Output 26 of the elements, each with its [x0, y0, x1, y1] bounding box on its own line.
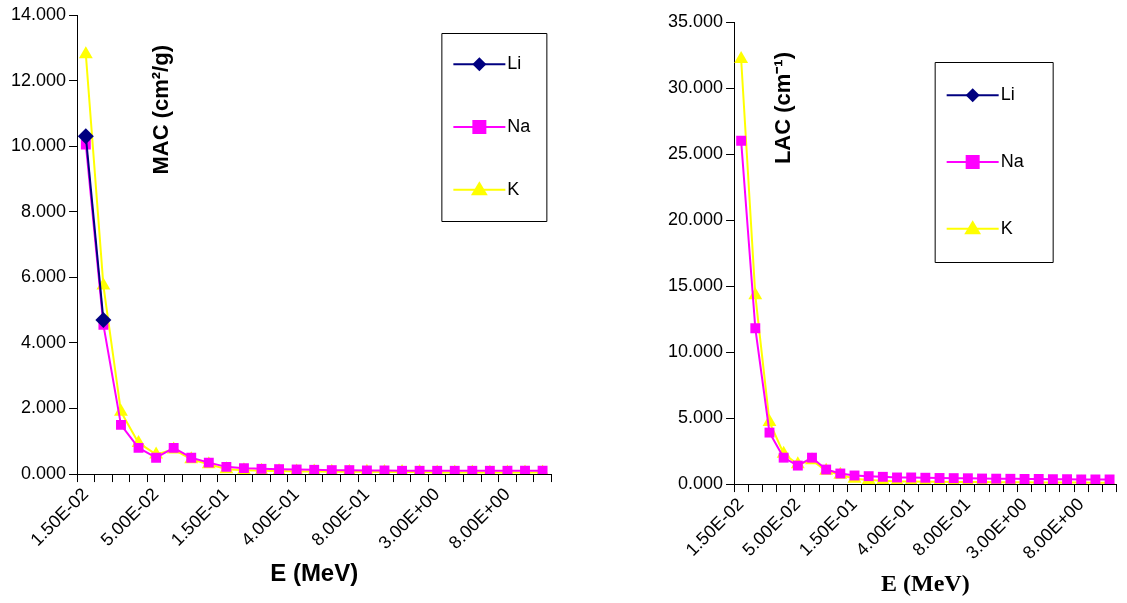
y-axis-title: LAC (cm⁻¹) — [770, 52, 796, 165]
y-tick-label: 10.000 — [10, 135, 67, 156]
y-tick-label: 20.000 — [667, 209, 724, 229]
legend-label: Li — [507, 53, 522, 74]
y-tick-label: 5.000 — [678, 407, 724, 428]
y-tick-label: 12.000 — [10, 69, 67, 90]
y-tick-label: 2.000 — [21, 397, 67, 418]
y-tick-label: 14.000 — [10, 3, 67, 24]
legend-label: K — [1000, 217, 1013, 238]
legend-label: Na — [1000, 150, 1025, 171]
y-tick-label: 6.000 — [21, 266, 67, 287]
y-tick-label: 35.000 — [667, 10, 724, 31]
y-tick-label: 30.000 — [667, 76, 724, 97]
y-tick-label: 4.000 — [21, 331, 67, 352]
y-tick-label: 8.000 — [21, 200, 67, 221]
x-axis-title: E (MeV) — [270, 559, 359, 587]
y-tick-label: 0.000 — [21, 463, 67, 484]
legend-label: Li — [1000, 84, 1015, 105]
y-tick-label: 10.000 — [667, 341, 724, 362]
y-tick-label: 25.000 — [667, 142, 724, 163]
x-axis-title: E (MeV) — [881, 569, 970, 596]
y-axis-title: MAC (cm²/g) — [148, 45, 174, 175]
legend-label: Na — [507, 115, 532, 136]
y-tick-label: 0.000 — [678, 473, 724, 494]
y-tick-label: 15.000 — [667, 275, 724, 296]
legend-label: K — [507, 178, 520, 199]
